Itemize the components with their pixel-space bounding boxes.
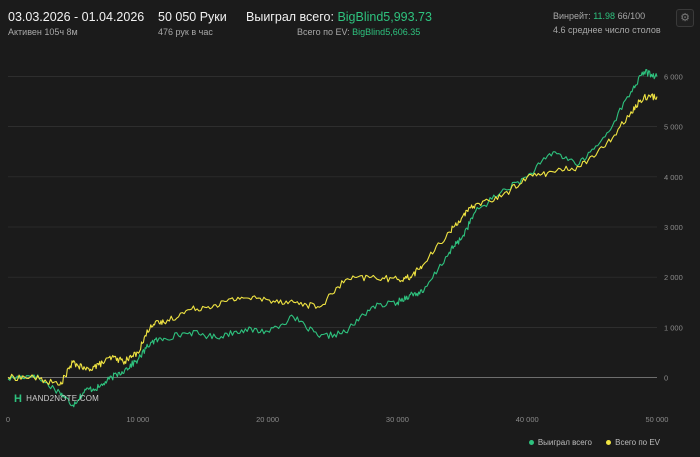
winrate-value: 11.98 bbox=[593, 11, 616, 21]
x-tick-label: 50 000 bbox=[646, 415, 669, 424]
hand2note-logo: H HAND2NOTE.COM bbox=[14, 393, 99, 405]
winrate-label: Винрейт: bbox=[553, 11, 591, 21]
x-tick-label: 10 000 bbox=[126, 415, 149, 424]
legend-label-won: Выиграл всего bbox=[537, 438, 592, 447]
x-tick-label: 30 000 bbox=[386, 415, 409, 424]
logo-text: HAND2NOTE.COM bbox=[26, 394, 99, 403]
won-total-value: BigBlind5,993.73 bbox=[337, 10, 432, 24]
y-tick-label: 1 000 bbox=[664, 323, 683, 332]
hands-count: 50 050 Руки bbox=[158, 10, 227, 24]
legend-item-won[interactable]: Выиграл всего bbox=[528, 438, 592, 447]
y-tick-label: 2 000 bbox=[664, 273, 683, 282]
legend-item-ev[interactable]: Всего по EV bbox=[606, 438, 660, 447]
legend-dot-won bbox=[528, 440, 534, 446]
avg-tables: 4.6 среднее число столов bbox=[553, 25, 661, 35]
x-tick-label: 40 000 bbox=[516, 415, 539, 424]
y-tick-label: 5 000 bbox=[664, 123, 683, 132]
y-tick-label: 6 000 bbox=[664, 73, 683, 82]
hand2note-logo-icon: H bbox=[14, 393, 23, 405]
series-line-won bbox=[7, 68, 658, 408]
stats-header: 03.03.2026 - 01.04.2026 Активен 105ч 8м … bbox=[0, 0, 700, 44]
x-tick-label: 0 bbox=[6, 415, 10, 424]
y-tick-label: 0 bbox=[664, 373, 668, 382]
active-time: Активен 105ч 8м bbox=[8, 27, 78, 37]
ev-total-label: Всего по EV: bbox=[297, 27, 350, 37]
x-tick-label: 20 000 bbox=[256, 415, 279, 424]
y-tick-label: 4 000 bbox=[664, 173, 683, 182]
chart-legend: Выиграл всего Всего по EV bbox=[517, 438, 660, 447]
won-total-label: Выиграл всего: bbox=[246, 10, 334, 24]
hands-per-hour: 476 рук в час bbox=[158, 27, 213, 37]
series-line-ev bbox=[7, 93, 658, 386]
y-tick-label: 3 000 bbox=[664, 223, 683, 232]
won-total: Выиграл всего: BigBlind5,993.73 bbox=[246, 10, 432, 24]
ev-total: Всего по EV: BigBlind5,606.35 bbox=[297, 27, 420, 37]
date-range: 03.03.2026 - 01.04.2026 bbox=[8, 10, 145, 24]
winrate: Винрейт: 11.98 66/100 bbox=[553, 11, 645, 21]
winrate-suffix: 66/100 bbox=[617, 11, 646, 21]
gear-icon[interactable]: ⚙ bbox=[676, 9, 694, 27]
legend-dot-ev bbox=[606, 440, 612, 446]
ev-total-value: BigBlind5,606.35 bbox=[352, 27, 421, 37]
profit-graph: 0 1 000 2 000 3 000 4 000 5 000 6 000 0 10 000 20… bbox=[6, 68, 683, 424]
legend-label-ev: Всего по EV bbox=[615, 438, 660, 447]
